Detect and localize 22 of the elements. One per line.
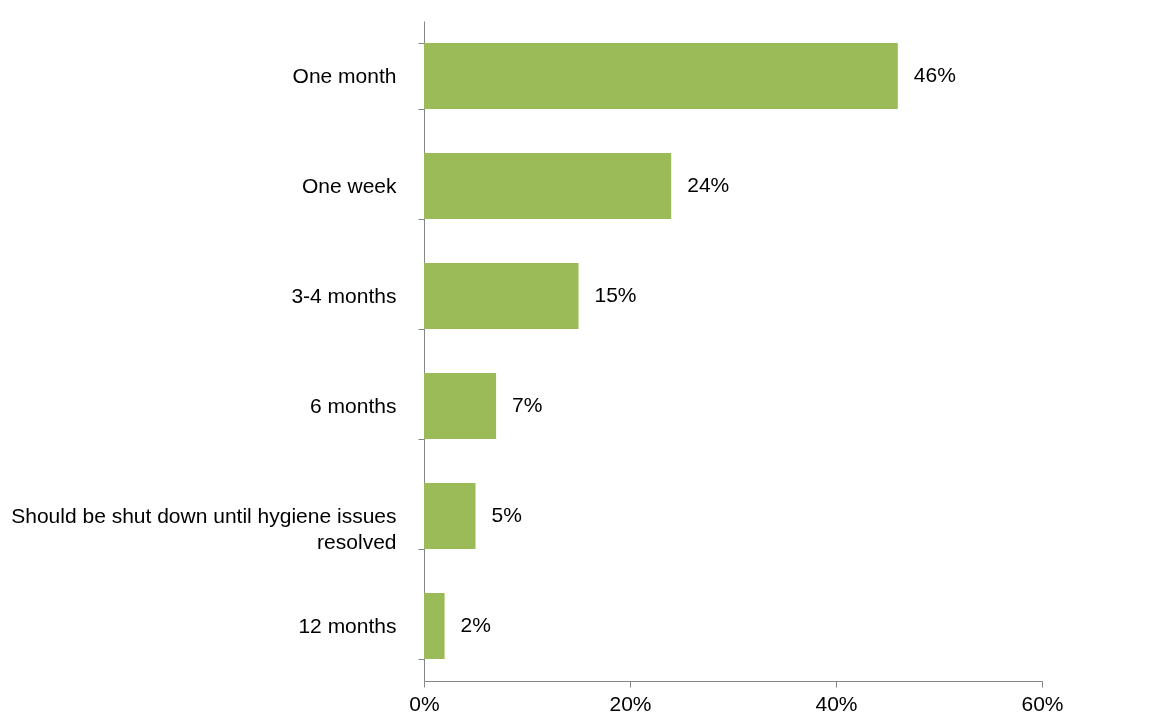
data-label: 46%	[913, 63, 956, 86]
y-tick-label: 6 months	[310, 393, 397, 417]
data-label: 2%	[460, 613, 491, 636]
data-label: 5%	[491, 503, 522, 526]
bar	[424, 593, 445, 659]
data-label: 24%	[687, 173, 730, 196]
bar	[424, 483, 476, 549]
x-tick-label: 0%	[409, 691, 440, 715]
x-tick-label: 20%	[609, 691, 652, 715]
data-label: 7%	[512, 393, 543, 416]
bar	[424, 373, 497, 439]
bar	[424, 153, 672, 219]
y-tick-label: One week	[301, 173, 397, 197]
y-tick-label: 12 months	[298, 613, 397, 637]
y-tick-label: 3-4 months	[291, 283, 397, 307]
data-label: 15%	[594, 283, 637, 306]
y-tick-label: One month	[292, 63, 397, 87]
bar	[424, 43, 898, 109]
x-tick-label: 40%	[815, 691, 858, 715]
y-tick-label: Should be shut down until hygiene issues resolved	[11, 503, 397, 553]
x-tick-label: 60%	[1021, 691, 1064, 715]
bar	[424, 263, 579, 329]
